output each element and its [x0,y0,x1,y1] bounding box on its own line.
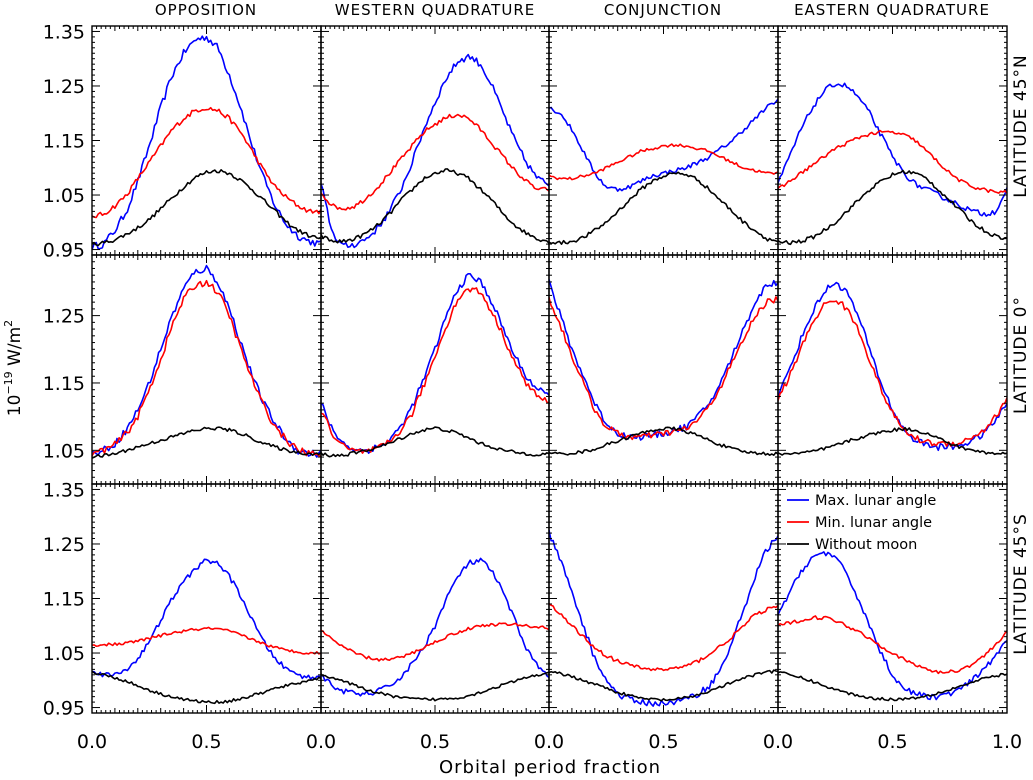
panel-r1-c0 [91,254,322,485]
series-without-moon-line [321,168,549,244]
panel-frame [548,25,779,256]
series-without-moon-line [92,670,321,705]
series-min-lunar-angle-line [778,129,1007,194]
panel-r2-c0 [91,483,322,714]
y-tick-labels: 0.95 1.05 1.15 1.25 1.35 1.05 1.15 1.25 0.95 1.05… [43,21,85,719]
y-tick-label: 0.95 [43,240,85,262]
panel-r1-c1 [320,254,550,485]
y-tick-label: 1.35 [43,21,85,43]
series-without-moon-line [778,426,1007,456]
y-tick-label: 1.25 [43,306,85,328]
series-without-moon-line [321,671,549,702]
y-tick-label: 1.05 [43,185,85,207]
series-min-lunar-angle-line [778,615,1007,675]
series-without-moon-line [778,671,1007,702]
series-without-moon-line [321,426,549,458]
x-tick-label: 0.0 [534,731,564,753]
x-tick-label: 0.5 [420,731,450,753]
panel-r0-c2 [548,25,779,256]
y-tick-label: 1.25 [43,534,85,556]
series-min-lunar-angle-line [321,113,549,211]
y-tick-label: 1.15 [43,589,85,611]
series-without-moon-line [92,169,321,247]
series-min-lunar-angle-line [549,296,778,441]
legend-label: Without moon [815,537,917,553]
x-tick-label: 0.5 [877,731,907,753]
y-tick-label: 0.95 [43,698,85,720]
series-max-lunar-angle-line [92,558,321,681]
row-titles: LATITUDE 45°N LATITUDE 0° LATITUDE 45°S [1011,54,1031,655]
y-tick-label: 1.35 [43,479,85,501]
panel-frame [91,483,322,714]
series-max-lunar-angle-line [92,35,321,251]
row-title-2: LATITUDE 45°S [1011,513,1031,655]
y-tick-label: 1.15 [43,131,85,153]
series-min-lunar-angle-line [549,143,778,181]
series-without-moon-line [549,171,778,245]
series-max-lunar-angle-line [321,557,549,697]
legend-label: Min. lunar angle [815,515,932,531]
legend-label: Max. lunar angle [815,493,936,509]
series-max-lunar-angle-line [778,281,1007,452]
series-max-lunar-angle-line [778,82,1007,217]
x-tick-label: 0.0 [77,731,107,753]
y-tick-label: 1.25 [43,76,85,98]
series-min-lunar-angle-line [92,626,321,655]
panel-r0-c1 [320,25,550,256]
col-title-2: CONJUNCTION [604,1,722,19]
series-min-lunar-angle-line [321,287,549,454]
series-without-moon-line [549,426,778,457]
panel-frame [320,483,550,714]
panel-frame [320,25,550,256]
x-tick-label: 0.0 [306,731,336,753]
col-title-3: EASTERN QUADRATURE [794,1,990,19]
y-tick-label: 1.05 [43,643,85,665]
series-max-lunar-angle-line [321,53,549,249]
y-axis-label: 10−19 W/m2 [2,320,25,416]
series-without-moon-line [92,426,321,459]
series-without-moon-line [549,669,778,702]
panel-r0-c3 [777,25,1008,256]
panel-r2-c3 [777,483,1008,714]
panels [91,25,1008,714]
panel-r1-c3 [777,254,1008,485]
x-axis-label: Orbital period fraction [439,757,661,778]
row-title-0: LATITUDE 45°N [1011,54,1031,197]
y-tick-label: 1.15 [43,373,85,395]
panel-frame [548,254,779,485]
y-tick-label: 1.05 [43,440,85,462]
x-tick-labels: 0.0 0.5 0.0 0.5 0.0 0.5 0.0 0.5 1.0 [77,731,1022,753]
panel-r0-c0 [91,25,322,256]
series-without-moon-line [778,169,1007,246]
series-max-lunar-angle-line [549,279,778,441]
col-title-1: WESTERN QUADRATURE [335,1,535,19]
x-tick-label: 0.5 [648,731,678,753]
col-title-0: OPPOSITION [155,1,257,19]
legend: Max. lunar angle Min. lunar angle Without … [787,493,936,553]
series-min-lunar-angle-line [92,106,321,219]
panel-r2-c2 [548,483,779,714]
x-tick-label: 0.5 [191,731,221,753]
x-tick-label: 1.0 [992,731,1022,753]
panel-r1-c2 [548,254,779,485]
series-min-lunar-angle-line [92,279,321,457]
series-max-lunar-angle-line [549,529,778,707]
series-min-lunar-angle-line [778,300,1007,447]
panel-r2-c1 [320,483,550,714]
panel-frame [91,25,322,256]
series-max-lunar-angle-line [549,98,778,192]
series-max-lunar-angle-line [778,551,1007,701]
row-title-1: LATITUDE 0° [1011,296,1031,414]
column-titles: OPPOSITION WESTERN QUADRATURE CONJUNCTIO… [155,1,990,19]
series-min-lunar-angle-line [321,622,549,662]
series-min-lunar-angle-line [549,602,778,672]
x-tick-label: 0.0 [763,731,793,753]
